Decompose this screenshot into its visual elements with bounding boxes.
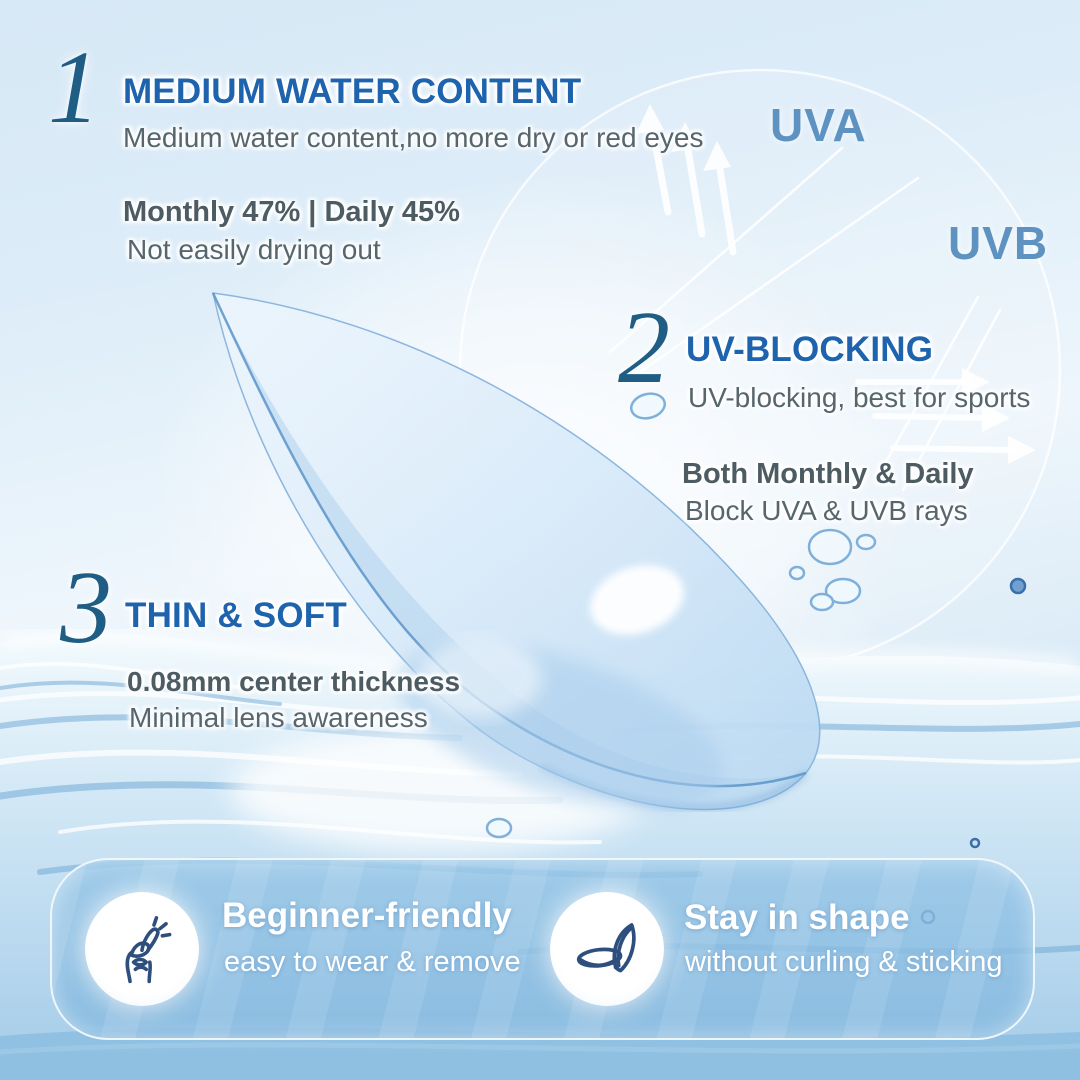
section-3-title: THIN & SOFT [125,596,347,635]
section-3-spec: 0.08mm center thickness [127,666,461,697]
section-3-note: Minimal lens awareness [129,702,428,733]
section-2-note: Block UVA & UVB rays [685,495,968,526]
feature-2-title: Stay in shape [684,898,910,937]
section-1-spec: Monthly 47% | Daily 45% [123,196,460,228]
section-1-title: MEDIUM WATER CONTENT [123,72,582,111]
uv-arrows-up-icon [636,104,737,256]
contact-lenses-icon [576,923,636,973]
feature-2-icon-circle [550,892,664,1006]
feature-1-icon-circle [85,892,199,1006]
section-2-title: UV-BLOCKING [686,330,934,369]
section-2-number: 2 [618,290,670,405]
section-1-note: Not easily drying out [127,234,381,265]
uv-arrows-right-icon [855,368,1036,464]
section-1-subtitle: Medium water content,no more dry or red … [123,122,704,153]
water-droplets [485,392,877,839]
section-2-subtitle: UV-blocking, best for sports [688,382,1031,413]
feature-2-subtitle: without curling & sticking [685,946,1003,978]
uva-label: UVA [770,99,867,151]
finger-snap-icon [125,916,172,984]
contact-lens-illustration [211,292,821,811]
uvb-label: UVB [948,217,1049,269]
section-2-spec: Both Monthly & Daily [682,458,974,490]
section-3-number: 3 [60,550,112,665]
feature-1-subtitle: easy to wear & remove [224,946,521,978]
section-1-number: 1 [48,30,100,145]
feature-1-title: Beginner-friendly [222,896,512,935]
feature-bar: Beginner-friendly easy to wear & remove … [50,858,1035,1040]
water-deep-band [0,1027,1080,1080]
